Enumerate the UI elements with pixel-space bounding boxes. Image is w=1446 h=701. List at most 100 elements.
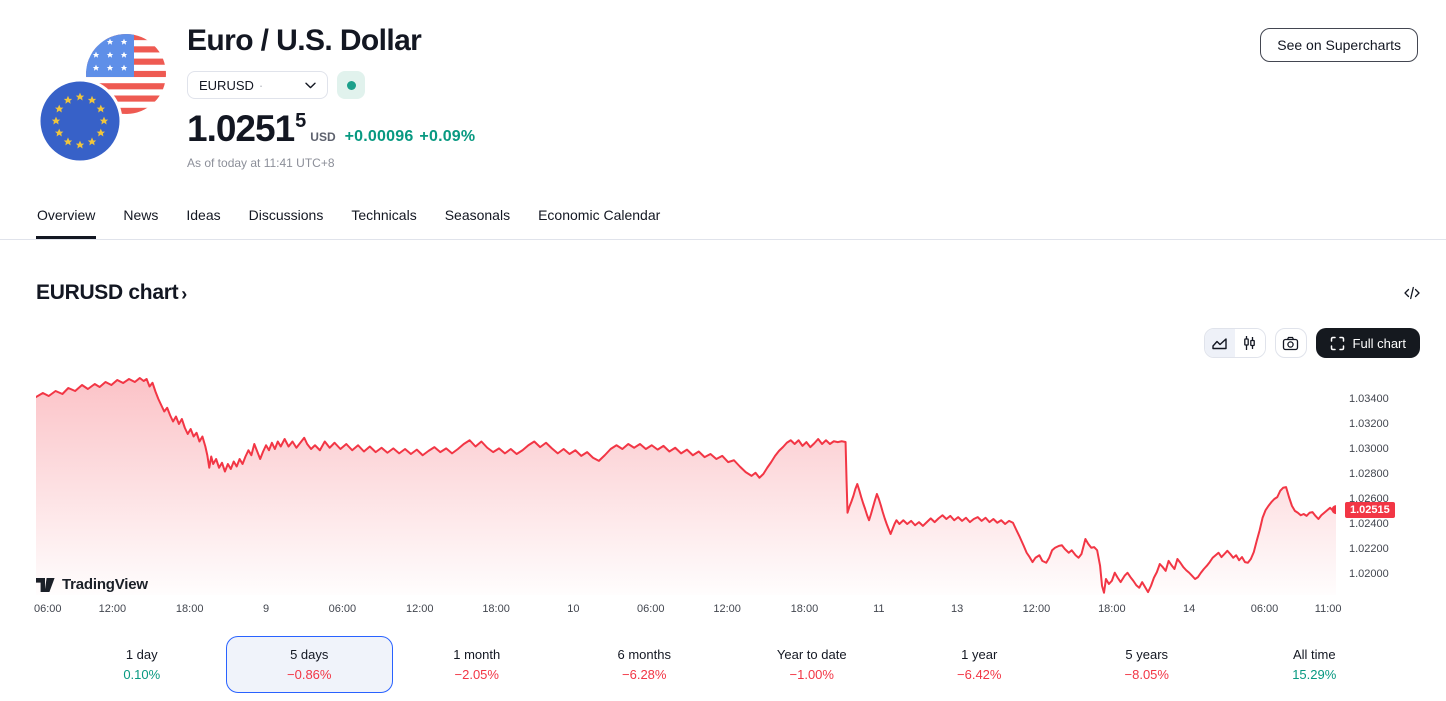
range-5-years[interactable]: 5 years −8.05% xyxy=(1063,636,1231,693)
fullscreen-icon xyxy=(1330,336,1344,350)
time-axis-label: 10 xyxy=(567,603,580,615)
price-row: 1.0251 5 USD +0.00096 +0.09% xyxy=(187,110,475,147)
chart-type-switcher xyxy=(1203,328,1266,358)
range-change-percent: −6.28% xyxy=(622,667,667,682)
symbol-dropdown[interactable]: EURUSD · xyxy=(187,71,328,99)
time-axis-label: 11 xyxy=(873,603,885,615)
tradingview-watermark-label: TradingView xyxy=(62,576,148,593)
candles-chart-type-button[interactable] xyxy=(1234,329,1265,357)
range-label: 1 day xyxy=(125,647,158,662)
chart-section-link[interactable]: EURUSD chart › xyxy=(36,281,187,305)
tradingview-watermark: TradingView xyxy=(36,576,148,593)
range-label: 5 days xyxy=(290,647,329,662)
tab-seasonals[interactable]: Seasonals xyxy=(444,207,511,223)
tab-technicals[interactable]: Technicals xyxy=(351,207,417,223)
last-price-axis-badge: 1.02515 xyxy=(1345,502,1395,518)
time-axis-label: 12:00 xyxy=(405,603,434,615)
price-change: +0.00096 +0.09% xyxy=(345,128,476,146)
area-chart-icon xyxy=(1212,337,1227,349)
price-chart: TradingView 06:00 12:00 18:00 9 06:00 12:00 18… xyxy=(33,370,1420,621)
time-axis-label: 06:00 xyxy=(328,603,357,615)
eurusd-flags-logo xyxy=(37,32,166,164)
price-change-percent: +0.09% xyxy=(419,128,476,145)
range-change-percent: −8.05% xyxy=(1124,667,1169,682)
time-axis-label: 12:00 xyxy=(1022,603,1051,615)
chart-pane[interactable]: TradingView xyxy=(36,370,1336,595)
range-6-months[interactable]: 6 months −6.28% xyxy=(561,636,729,693)
page-title: Euro / U.S. Dollar xyxy=(187,24,422,57)
last-price-dot xyxy=(1331,505,1336,515)
time-axis-label: 06:00 xyxy=(33,603,62,615)
time-axis-label: 18:00 xyxy=(790,603,819,615)
range-1-day[interactable]: 1 day 0.10% xyxy=(58,636,226,693)
tab-discussions[interactable]: Discussions xyxy=(248,207,324,223)
last-price-fraction: 5 xyxy=(295,110,307,132)
range-1-year[interactable]: 1 year −6.42% xyxy=(896,636,1064,693)
range-year-to-date[interactable]: Year to date −1.00% xyxy=(728,636,896,693)
tradingview-logo-icon xyxy=(36,577,55,592)
range-5-days[interactable]: 5 days −0.86% xyxy=(225,636,393,693)
tab-overview[interactable]: Overview xyxy=(36,196,97,239)
range-1-month[interactable]: 1 month −2.05% xyxy=(393,636,561,693)
time-axis-label: 18:00 xyxy=(482,603,510,615)
time-axis-label: 18:00 xyxy=(175,603,204,615)
market-open-dot xyxy=(346,80,356,90)
chart-section-title: EURUSD chart xyxy=(36,281,179,304)
price-axis-label: 1.02800 xyxy=(1349,468,1389,480)
time-axis-label: 12:00 xyxy=(713,603,741,615)
range-label: 1 month xyxy=(453,647,501,662)
price-axis-label: 1.03200 xyxy=(1349,418,1389,430)
candlestick-icon xyxy=(1244,336,1255,350)
time-axis-label: 9 xyxy=(262,603,270,615)
symbol-ticker: EURUSD xyxy=(199,77,254,93)
price-axis-label: 1.03400 xyxy=(1349,393,1389,405)
range-label: 6 months xyxy=(617,647,671,662)
time-axis-label: 18:00 xyxy=(1098,603,1126,615)
range-change-percent: 15.29% xyxy=(1292,667,1337,682)
time-axis-label: 13 xyxy=(951,603,964,615)
range-all-time[interactable]: All time 15.29% xyxy=(1231,636,1399,693)
symbol-header: Euro / U.S. Dollar EURUSD · 1.0251 5 USD … xyxy=(0,0,1446,196)
price-change-absolute: +0.00096 xyxy=(344,128,414,145)
range-label: Year to date xyxy=(776,647,847,662)
range-label: 5 years xyxy=(1125,647,1169,662)
embed-code-icon[interactable] xyxy=(1404,286,1420,300)
eu-flag xyxy=(37,78,123,164)
time-axis-label: 12:00 xyxy=(98,603,127,615)
price-axis[interactable]: 1.03400 1.03200 1.03000 1.02800 1.02600 1.024… xyxy=(1336,370,1420,621)
range-change-percent: −1.00% xyxy=(789,667,834,682)
area-chart-type-button[interactable] xyxy=(1204,329,1235,357)
tab-economic-calendar[interactable]: Economic Calendar xyxy=(538,207,661,223)
price-axis-label: 1.02200 xyxy=(1349,543,1389,555)
price-axis-label: 1.02400 xyxy=(1349,518,1389,530)
chevron-down-icon xyxy=(305,82,316,88)
camera-icon xyxy=(1282,336,1299,350)
chevron-right-icon: › xyxy=(181,283,188,304)
as-of-timestamp: As of today at 11:41 UTC+8 xyxy=(187,156,335,170)
price-axis-label: 1.02000 xyxy=(1349,568,1389,580)
last-price: 1.0251 xyxy=(187,108,295,149)
price-axis-label: 1.03000 xyxy=(1349,443,1389,455)
date-range-selector: 1 day 0.10% 5 days −0.86% 1 month −2.05% 6 mon… xyxy=(58,636,1398,693)
area-series xyxy=(36,370,1336,595)
chart-toolbar: Full chart xyxy=(36,328,1420,358)
range-label: All time xyxy=(1292,647,1336,662)
time-axis-label: 06:00 xyxy=(1250,603,1279,615)
tab-news[interactable]: News xyxy=(123,207,159,223)
price-currency: USD xyxy=(310,130,336,144)
see-on-supercharts-button[interactable]: See on Supercharts xyxy=(1260,28,1418,62)
market-status-badge xyxy=(337,71,365,99)
time-axis[interactable]: 06:00 12:00 18:00 9 06:00 12:00 18:00 10 06:00 12… xyxy=(33,595,1342,621)
range-change-percent: 0.10% xyxy=(123,667,161,682)
range-change-percent: −0.86% xyxy=(287,667,332,682)
range-label: 1 year xyxy=(961,647,998,662)
time-axis-label: 11:00 xyxy=(1314,603,1342,615)
range-change-percent: −6.42% xyxy=(957,667,1002,682)
symbol-separator: · xyxy=(258,77,264,93)
time-axis-label: 06:00 xyxy=(636,603,665,615)
full-chart-button[interactable]: Full chart xyxy=(1315,328,1420,358)
snapshot-button[interactable] xyxy=(1274,328,1307,358)
tab-ideas[interactable]: Ideas xyxy=(186,207,221,223)
time-axis-label: 14 xyxy=(1183,603,1196,615)
symbol-tabs: Overview News Ideas Discussions Technicals Se… xyxy=(0,196,1446,240)
